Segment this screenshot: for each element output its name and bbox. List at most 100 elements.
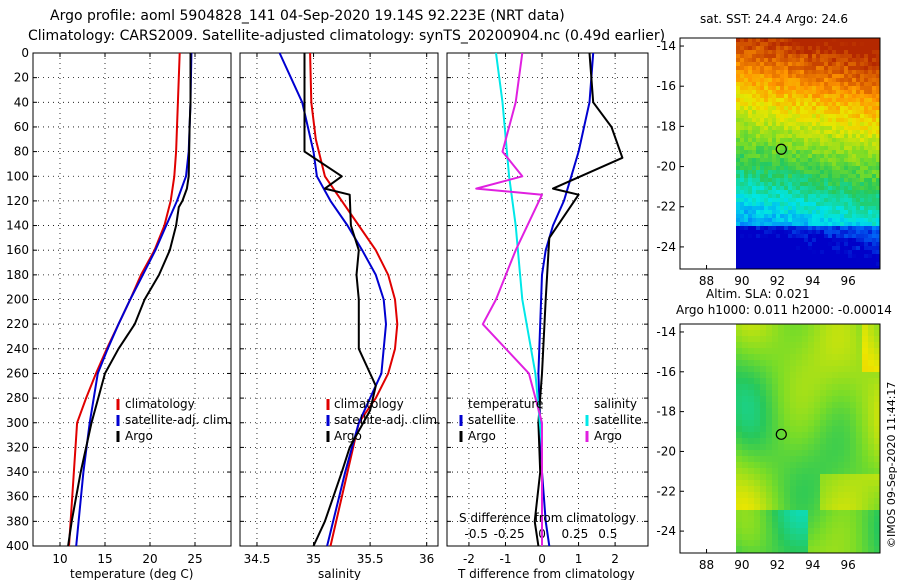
sla-cell xyxy=(844,534,851,541)
sst-cell xyxy=(764,130,769,135)
sst-cell xyxy=(792,54,797,59)
sst-cell xyxy=(792,226,797,231)
sst-cell xyxy=(852,226,857,231)
sst-cell xyxy=(780,50,785,55)
sla-cell xyxy=(778,330,785,337)
sla-cell xyxy=(778,348,785,355)
sla-cell xyxy=(778,534,785,541)
sst-cell xyxy=(800,62,805,67)
sst-cell xyxy=(816,262,821,267)
sst-cell xyxy=(868,222,873,227)
sst-cell xyxy=(792,106,797,111)
sst-cell xyxy=(752,74,757,79)
sst-cell xyxy=(736,46,741,51)
sla-cell xyxy=(868,450,875,457)
map-y-tick-label: -18 xyxy=(656,119,676,133)
sla-cell xyxy=(754,504,761,511)
sla-cell xyxy=(868,480,875,487)
sst-cell xyxy=(780,222,785,227)
sst-cell xyxy=(748,118,753,123)
sst-cell xyxy=(836,266,841,269)
sst-cell xyxy=(760,222,765,227)
sla-cell xyxy=(766,354,773,361)
sst-cell xyxy=(844,266,849,269)
sla-cell xyxy=(808,480,815,487)
sla-cell xyxy=(856,324,863,331)
sst-cell xyxy=(872,222,877,227)
sla-cell xyxy=(850,432,857,439)
sst-cell xyxy=(836,102,841,107)
sst-cell xyxy=(808,242,813,247)
sst-cell xyxy=(812,210,817,215)
tick-layer: 10 15 20 25 34.5 35 35.5 36 -2 -1 0 1 20204060801001… xyxy=(6,39,856,572)
sst-cell xyxy=(824,162,829,167)
sst-cell xyxy=(776,210,781,215)
sla-cell xyxy=(742,456,749,463)
sst-cell xyxy=(736,146,741,151)
sst-cell xyxy=(768,74,773,79)
sla-cell xyxy=(766,408,773,415)
sst-cell xyxy=(776,118,781,123)
sla-cell xyxy=(808,444,815,451)
sst-cell xyxy=(860,182,865,187)
sla-cell xyxy=(826,384,833,391)
sst-cell xyxy=(812,222,817,227)
sst-cell xyxy=(772,46,777,51)
sst-cell xyxy=(764,238,769,243)
map-x-tick-label: 96 xyxy=(841,558,856,572)
sla-cell xyxy=(754,474,761,481)
sla-cell xyxy=(754,354,761,361)
sst-cell xyxy=(780,170,785,175)
sst-cell xyxy=(808,98,813,103)
sst-cell xyxy=(840,114,845,119)
sla-cell xyxy=(784,462,791,469)
sla-cell xyxy=(856,456,863,463)
sla-cell xyxy=(826,444,833,451)
sst-cell xyxy=(832,138,837,143)
sla-cell xyxy=(748,414,755,421)
sla-cell xyxy=(808,474,815,481)
sst-cell xyxy=(876,266,880,269)
sst-cell xyxy=(836,150,841,155)
sla-cell xyxy=(826,432,833,439)
sst-cell xyxy=(756,242,761,247)
sst-cell xyxy=(792,150,797,155)
sla-cell xyxy=(808,324,815,331)
sst-cell xyxy=(852,138,857,143)
sst-cell xyxy=(848,54,853,59)
sla-cell xyxy=(850,348,857,355)
sst-cell xyxy=(848,186,853,191)
sst-cell xyxy=(756,142,761,147)
sla-cell xyxy=(862,324,869,331)
sst-cell xyxy=(856,178,861,183)
sst-cell xyxy=(856,118,861,123)
sst-cell xyxy=(776,110,781,115)
sla-cell xyxy=(760,396,767,403)
sst-cell xyxy=(792,46,797,51)
sst-cell xyxy=(820,214,825,219)
sla-cell xyxy=(820,372,827,379)
sst-cell xyxy=(856,222,861,227)
sst-cell xyxy=(776,46,781,51)
sla-cell xyxy=(754,396,761,403)
sst-cell xyxy=(740,138,745,143)
sst-cell xyxy=(872,162,877,167)
sst-cell xyxy=(792,142,797,147)
sst-cell xyxy=(744,54,749,59)
sst-cell xyxy=(736,150,741,155)
sst-cell xyxy=(748,174,753,179)
sst-cell xyxy=(748,82,753,87)
sla-cell xyxy=(778,528,785,535)
sst-cell xyxy=(800,38,805,43)
sla-cell xyxy=(844,324,851,331)
sst-cell xyxy=(840,66,845,71)
sst-cell xyxy=(836,170,841,175)
sst-cell xyxy=(844,110,849,115)
sst-cell xyxy=(756,122,761,127)
sst-cell xyxy=(756,214,761,219)
sla-cell xyxy=(748,468,755,475)
sst-cell xyxy=(804,134,809,139)
sst-cell xyxy=(776,254,781,259)
sst-cell xyxy=(864,74,869,79)
sla-cell xyxy=(838,414,845,421)
